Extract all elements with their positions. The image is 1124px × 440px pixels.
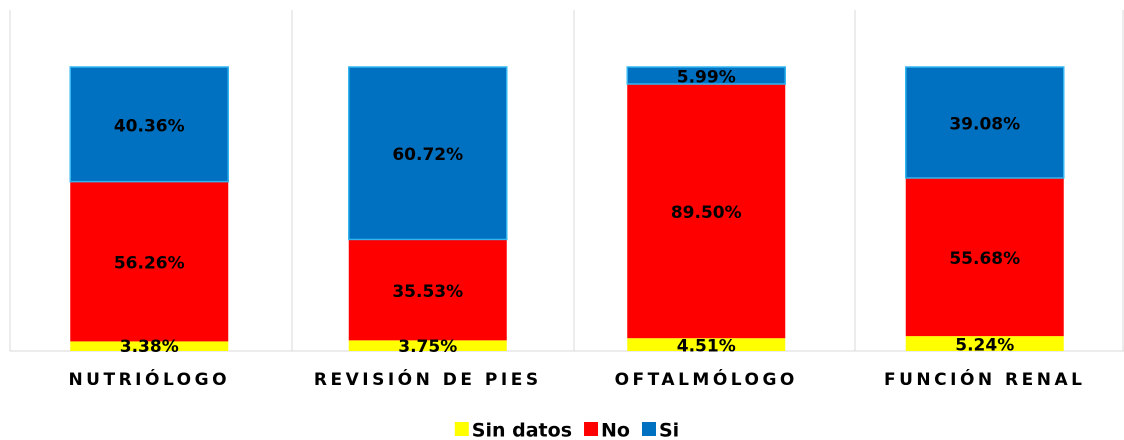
value-label: 60.72% — [392, 145, 463, 165]
value-label: 5.99% — [677, 68, 736, 88]
legend-swatch — [454, 422, 469, 436]
legend-swatch — [641, 422, 656, 436]
value-label: 39.08% — [949, 114, 1020, 134]
bar-segment — [627, 338, 786, 351]
bar-segment — [348, 66, 508, 241]
bar-segment — [626, 66, 786, 85]
bar-segment — [905, 66, 1065, 179]
value-label: 3.75% — [398, 337, 457, 357]
x-tick-label: OFTALMÓLOGO — [615, 368, 798, 390]
x-tick-label: REVISIÓN DE PIES — [314, 368, 542, 390]
bar-segment — [348, 340, 507, 351]
bar-segment — [905, 336, 1064, 351]
x-tick-label: NUTRIÓLOGO — [68, 368, 230, 390]
bar-segment — [348, 239, 507, 341]
value-label: 55.68% — [949, 249, 1020, 269]
value-label: 4.51% — [677, 337, 736, 357]
legend-label: Sin datos — [472, 420, 572, 440]
legend-label: Si — [659, 420, 679, 440]
bar-segment — [905, 177, 1064, 337]
value-label: 35.53% — [392, 282, 463, 302]
value-label: 5.24% — [955, 336, 1014, 356]
bar-segment — [70, 181, 229, 342]
x-tick-label: FUNCIÓN RENAL — [884, 368, 1085, 390]
value-label: 56.26% — [114, 254, 185, 274]
value-label: 89.50% — [671, 203, 742, 223]
bar-segment — [69, 66, 229, 183]
bar-segment — [70, 341, 229, 351]
bar-segment — [627, 84, 786, 339]
value-label: 3.38% — [120, 337, 179, 357]
legend-label: No — [601, 420, 630, 440]
value-label: 40.36% — [114, 116, 185, 136]
legend-swatch — [584, 422, 599, 436]
